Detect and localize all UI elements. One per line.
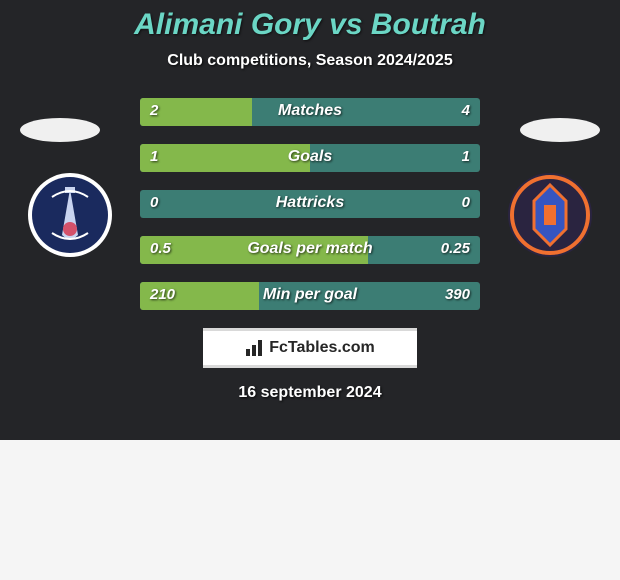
comparison-body: 2Matches4 1Goals1 0Hattricks0 0.5Goals per … (0, 98, 620, 310)
stat-label: Matches (140, 102, 480, 120)
stat-label: Min per goal (140, 286, 480, 304)
stat-row: 1Goals1 (140, 144, 480, 172)
stat-right-value: 1 (462, 148, 470, 165)
comparison-widget: Alimani Gory vs Boutrah Club competition… (0, 0, 620, 440)
left-shadow-ellipse (20, 118, 100, 142)
stat-label: Goals (140, 148, 480, 166)
subtitle: Club competitions, Season 2024/2025 (0, 52, 620, 70)
right-badge-icon (508, 173, 592, 257)
stat-row: 0.5Goals per match0.25 (140, 236, 480, 264)
branding-text: FcTables.com (269, 339, 375, 357)
stat-row: 2Matches4 (140, 98, 480, 126)
right-club-badge (508, 173, 592, 257)
stat-right-value: 390 (445, 286, 470, 303)
stat-right-value: 0.25 (441, 240, 470, 257)
stat-right-value: 0 (462, 194, 470, 211)
right-shadow-ellipse (520, 118, 600, 142)
stat-row: 210Min per goal390 (140, 282, 480, 310)
stat-row: 0Hattricks0 (140, 190, 480, 218)
stats-bars: 2Matches4 1Goals1 0Hattricks0 0.5Goals per … (140, 98, 480, 310)
bars-icon (245, 339, 265, 357)
paris-fc-badge-icon (28, 173, 112, 257)
branding-box[interactable]: FcTables.com (203, 328, 417, 368)
stat-label: Goals per match (140, 240, 480, 258)
stat-right-value: 4 (462, 102, 470, 119)
date-text: 16 september 2024 (0, 384, 620, 402)
left-club-badge (28, 173, 112, 257)
stat-label: Hattricks (140, 194, 480, 212)
page-title: Alimani Gory vs Boutrah (0, 8, 620, 42)
